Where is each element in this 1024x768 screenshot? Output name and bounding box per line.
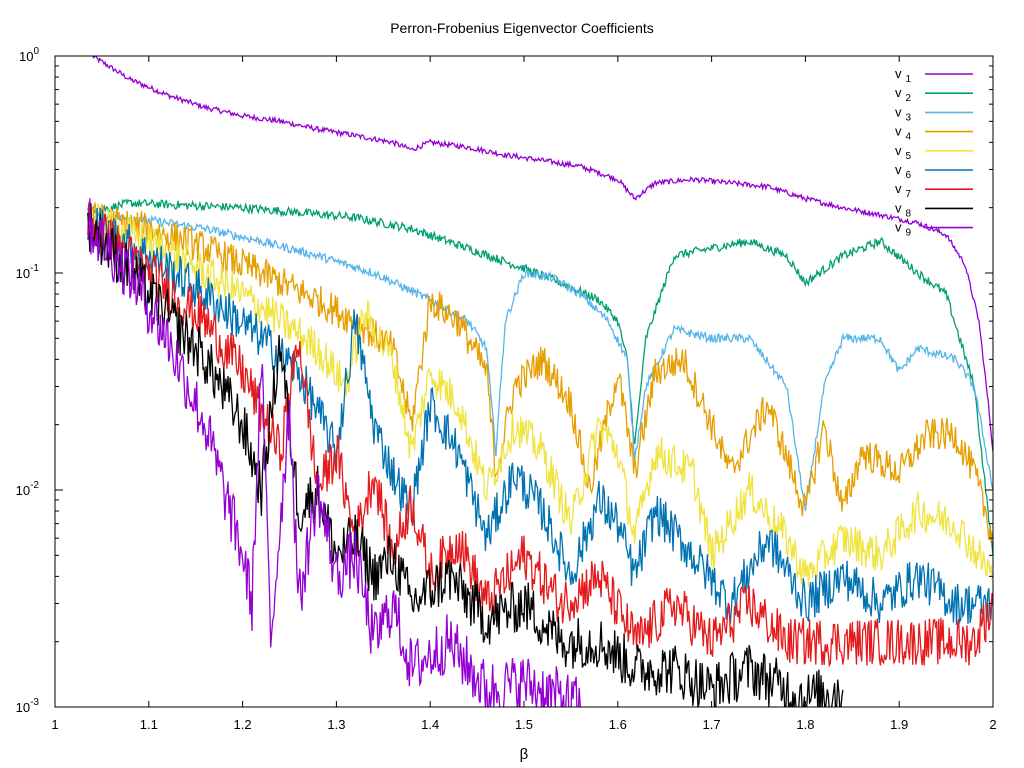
x-tick-label: 1.9 <box>890 717 908 732</box>
x-axis-label: β <box>520 746 529 763</box>
series-line-v2 <box>87 198 993 556</box>
legend-subscript: 5 <box>906 151 912 162</box>
series-line-v8 <box>87 203 844 707</box>
legend-subscript: 2 <box>906 93 912 104</box>
x-tick-label: 1.2 <box>234 717 252 732</box>
legend-subscript: 3 <box>906 112 912 123</box>
legend-subscript: 4 <box>906 132 912 143</box>
x-tick-label: 1 <box>51 717 58 732</box>
legend-subscript: 9 <box>906 228 912 239</box>
series-line-v3 <box>87 209 993 512</box>
x-tick-label: 1.5 <box>515 717 533 732</box>
x-axis: 1 1.1 1.2 1.3 1.4 1.5 1.6 1.7 1.8 1.9 2 <box>51 56 997 732</box>
x-tick-label: 1.6 <box>609 717 627 732</box>
legend-subscript: 8 <box>906 208 912 219</box>
y-tick-exponent: -2 <box>30 480 39 491</box>
series-line-v5 <box>87 203 993 587</box>
legend-subscript: 6 <box>906 170 912 181</box>
series-layer <box>87 56 993 707</box>
series-line-v6 <box>87 202 993 625</box>
y-tick-exponent: -3 <box>30 697 39 708</box>
x-tick-label: 1.4 <box>421 717 439 732</box>
y-tick-exponent: -1 <box>30 263 39 274</box>
series-line-v4 <box>87 201 993 543</box>
x-tick-label: 2 <box>989 717 996 732</box>
x-tick-label: 1.7 <box>703 717 721 732</box>
x-tick-label: 1.8 <box>796 717 814 732</box>
legend-subscript: 7 <box>906 189 912 200</box>
series-line-v1 <box>92 56 993 452</box>
series-line-v7 <box>87 201 993 668</box>
series-line-v9 <box>87 198 581 707</box>
y-tick-exponent: 0 <box>33 46 39 57</box>
x-tick-label: 1.1 <box>140 717 158 732</box>
chart-title: Perron-Frobenius Eigenvector Coefficient… <box>390 20 654 36</box>
x-tick-label: 1.3 <box>327 717 345 732</box>
legend-subscript: 1 <box>906 74 912 85</box>
